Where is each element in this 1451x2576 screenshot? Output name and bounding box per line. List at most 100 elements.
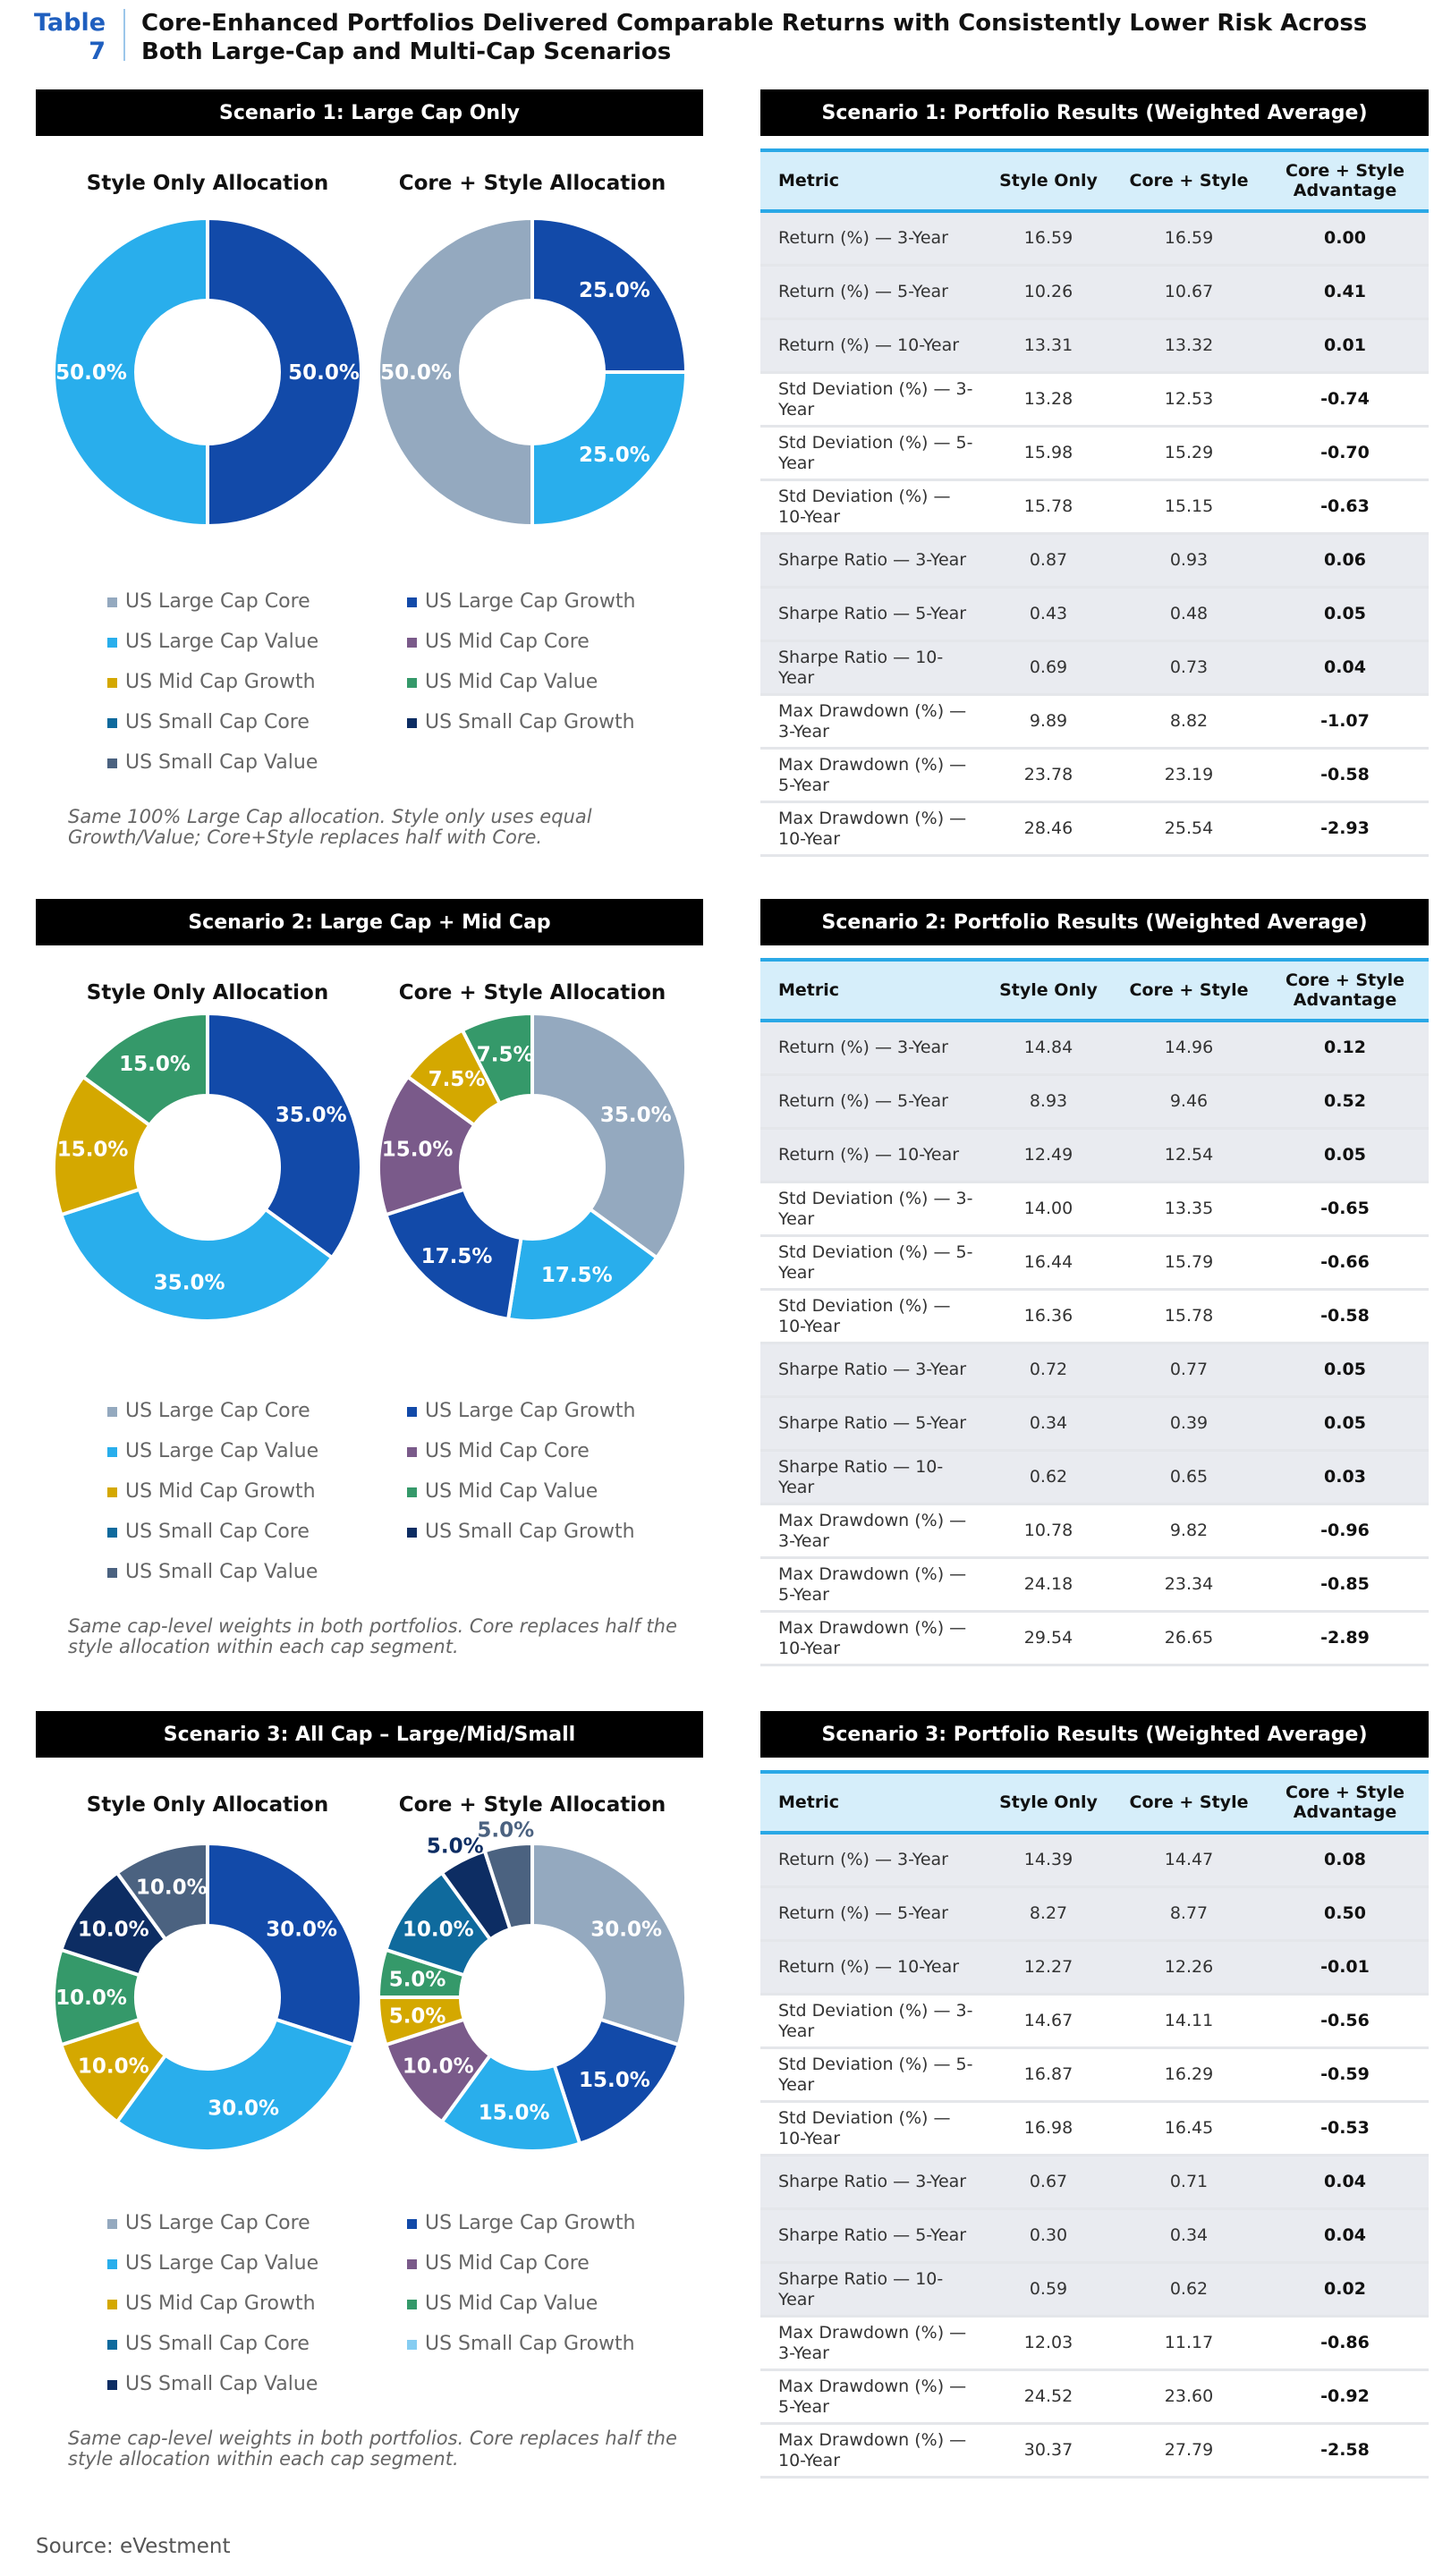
legend-label: US Mid Cap Growth: [125, 2292, 316, 2315]
chart-panel-header: Scenario 3: All Cap – Large/Mid/Small: [36, 1711, 703, 1758]
metric-cell: Sharpe Ratio — 10-Year: [760, 640, 980, 696]
table-row: Return (%) — 10-Year 12.27 12.26 -0.01: [760, 1940, 1429, 1996]
metric-cell: Max Drawdown (%) — 3-Year: [760, 2316, 980, 2371]
metric-cell: Return (%) — 10-Year: [760, 1940, 980, 1996]
slice-label: 10.0%: [78, 1919, 149, 1942]
metric-cell: Sharpe Ratio — 5-Year: [760, 2208, 980, 2264]
table-row: Std Deviation (%) — 5-Year 16.44 15.79 -0.6…: [760, 1235, 1429, 1291]
core-style-cell: 15.29: [1116, 426, 1261, 481]
legend-label: US Small Cap Core: [125, 711, 310, 733]
core-style-cell: 8.82: [1116, 694, 1261, 750]
style-only-cell: 14.00: [980, 1182, 1116, 1237]
legend-swatch: [407, 677, 417, 688]
legend-item: US Large Cap Growth: [407, 2210, 675, 2237]
slice-label: 15.0%: [382, 1139, 454, 1162]
slice-label: 15.0%: [119, 1053, 191, 1076]
table-row: Return (%) — 3-Year 16.59 16.59 0.00: [760, 211, 1429, 267]
table-number-label: Table 7: [34, 9, 106, 65]
metric-cell: Return (%) — 5-Year: [760, 1074, 980, 1130]
core-style-cell: 0.77: [1116, 1343, 1261, 1398]
legend-swatch: [407, 2299, 417, 2309]
legend-item: US Small Cap Core: [107, 1519, 407, 1546]
core-style-cell: 12.26: [1116, 1940, 1261, 1996]
chart-note: Same 100% Large Cap allocation. Style on…: [68, 806, 592, 848]
metric-cell: Max Drawdown (%) — 3-Year: [760, 1504, 980, 1559]
core-style-cell: 13.35: [1116, 1182, 1261, 1237]
legend-swatch: [107, 597, 117, 607]
legend-item: US Large Cap Growth: [407, 1398, 675, 1425]
slice-label: 25.0%: [579, 444, 650, 467]
style-only-cell: 0.72: [980, 1343, 1116, 1398]
legend-swatch: [107, 1567, 117, 1578]
donut-charts: Style Only Allocation 35.0% 35.0% 15.0% 15.0…: [52, 981, 688, 1323]
donut-title: Style Only Allocation: [87, 981, 328, 1004]
legend-item: US Mid Cap Value: [407, 1479, 675, 1505]
slice-label: 35.0%: [276, 1104, 347, 1127]
chart-panel-header: Scenario 2: Large Cap + Mid Cap: [36, 899, 703, 945]
table-row: Sharpe Ratio — 3-Year 0.72 0.77 0.05: [760, 1343, 1429, 1398]
legend-item: US Small Cap Growth: [407, 1519, 675, 1546]
legend-swatch: [407, 637, 417, 648]
metric-cell: Std Deviation (%) — 10-Year: [760, 1289, 980, 1344]
metric-cell: Max Drawdown (%) — 5-Year: [760, 1557, 980, 1613]
table-row: Sharpe Ratio — 10-Year 0.69 0.73 0.04: [760, 640, 1429, 696]
advantage-cell: 0.05: [1261, 1343, 1429, 1398]
slice-label: 17.5%: [421, 1245, 493, 1268]
core-style-cell: 26.65: [1116, 1611, 1261, 1666]
legend-swatch: [107, 2218, 117, 2229]
core-style-cell: 0.39: [1116, 1396, 1261, 1452]
column-header: Core + Style Advantage: [1261, 148, 1429, 213]
advantage-cell: 0.04: [1261, 2208, 1429, 2264]
legend-label: US Small Cap Value: [125, 751, 318, 774]
table-row: Std Deviation (%) — 3-Year 13.28 12.53 -0.7…: [760, 372, 1429, 428]
core-style-cell: 14.47: [1116, 1833, 1261, 1888]
legend-item: US Small Cap Value: [107, 750, 407, 776]
style-only-cell: 0.59: [980, 2262, 1116, 2318]
core-style-cell: 15.79: [1116, 1235, 1261, 1291]
metric-cell: Return (%) — 3-Year: [760, 1833, 980, 1888]
advantage-cell: 0.05: [1261, 587, 1429, 642]
legend-label: US Mid Cap Growth: [125, 671, 316, 693]
legend-label: US Large Cap Value: [125, 1440, 319, 1462]
donut-slice: [505, 1207, 659, 1323]
advantage-cell: -0.65: [1261, 1182, 1429, 1237]
style-only-cell: 12.49: [980, 1128, 1116, 1183]
legend-swatch: [407, 1487, 417, 1497]
style-only-cell: 8.27: [980, 1886, 1116, 1942]
style-only-cell: 14.39: [980, 1833, 1116, 1888]
table-row: Max Drawdown (%) — 10-Year 29.54 26.65 -2.8…: [760, 1611, 1429, 1666]
advantage-cell: -0.58: [1261, 1289, 1429, 1344]
legend-item: US Small Cap Growth: [407, 2331, 675, 2358]
table-header-row: Metric Style Only Core + Style Core + Style…: [760, 1770, 1429, 1835]
advantage-cell: -0.56: [1261, 1994, 1429, 2049]
advantage-cell: 0.06: [1261, 533, 1429, 589]
style-only-cell: 12.27: [980, 1940, 1116, 1996]
style-only-cell: 0.43: [980, 587, 1116, 642]
core-style-cell: 9.46: [1116, 1074, 1261, 1130]
metric-cell: Return (%) — 3-Year: [760, 211, 980, 267]
table-row: Std Deviation (%) — 10-Year 16.98 16.45 -0.…: [760, 2101, 1429, 2157]
legend-item: US Small Cap Value: [107, 1559, 407, 1586]
advantage-cell: 0.52: [1261, 1074, 1429, 1130]
advantage-cell: 0.00: [1261, 211, 1429, 267]
style-only-cell: 28.46: [980, 801, 1116, 857]
legend-swatch: [107, 717, 117, 728]
legend-item: US Mid Cap Growth: [107, 2291, 407, 2318]
legend-label: US Small Cap Core: [125, 1521, 310, 1543]
advantage-cell: -0.74: [1261, 372, 1429, 428]
column-header: Core + Style: [1116, 148, 1261, 213]
table-row: Std Deviation (%) — 10-Year 15.78 15.15 -0.…: [760, 479, 1429, 535]
table-row: Std Deviation (%) — 3-Year 14.67 14.11 -0.5…: [760, 1994, 1429, 2049]
style-only-cell: 0.34: [980, 1396, 1116, 1452]
legend-swatch: [107, 2339, 117, 2350]
table-panel-header: Scenario 3: Portfolio Results (Weighted …: [760, 1711, 1429, 1758]
legend-swatch: [107, 1406, 117, 1417]
slice-label: 25.0%: [579, 279, 650, 302]
table-row: Sharpe Ratio — 3-Year 0.87 0.93 0.06: [760, 533, 1429, 589]
metric-cell: Sharpe Ratio — 10-Year: [760, 1450, 980, 1505]
style-only-cell: 15.98: [980, 426, 1116, 481]
donut-slice: [460, 1011, 534, 1106]
core-style-cell: 0.71: [1116, 2155, 1261, 2210]
metric-cell: Return (%) — 10-Year: [760, 1128, 980, 1183]
legend-item: US Large Cap Value: [107, 1438, 407, 1465]
